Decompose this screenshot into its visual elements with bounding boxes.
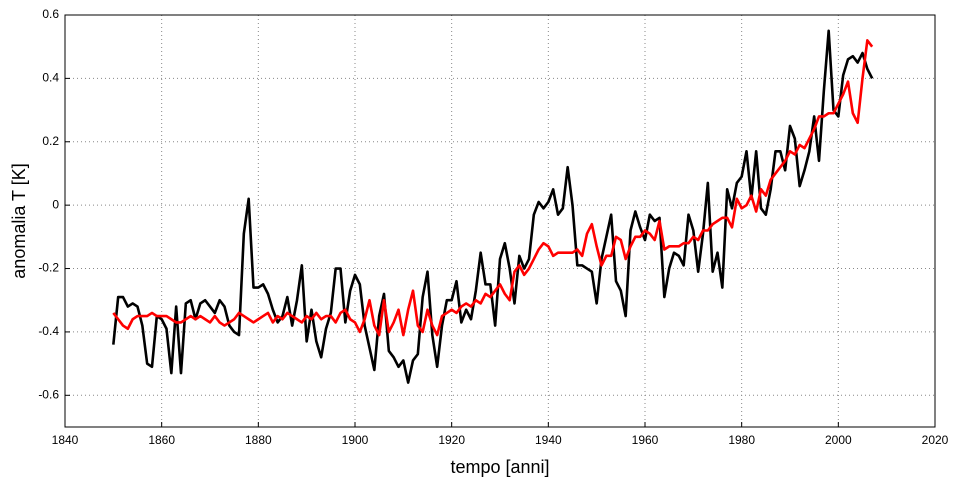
x-axis-label: tempo [anni] (450, 457, 549, 477)
y-tick-label: -0.4 (38, 324, 59, 338)
y-tick-label: -0.2 (38, 261, 59, 275)
x-tick-label: 1920 (438, 433, 465, 447)
x-tick-label: 1940 (535, 433, 562, 447)
x-tick-label: 2000 (825, 433, 852, 447)
y-tick-label: 0.6 (42, 7, 59, 21)
data-line (112, 39, 874, 337)
x-tick-label: 1980 (728, 433, 755, 447)
y-axis-label: anomalia T [K] (9, 163, 29, 278)
x-tick-label: 1840 (52, 433, 79, 447)
data-line (112, 29, 874, 384)
plot-frame (64, 14, 936, 428)
x-tick-label: 1880 (245, 433, 272, 447)
y-tick-label: 0.2 (42, 134, 59, 148)
x-tick-label: 2020 (922, 433, 949, 447)
x-tick-label: 1860 (148, 433, 175, 447)
x-tick-label: 1960 (632, 433, 659, 447)
y-tick-label: 0.4 (42, 71, 59, 85)
x-tick-label: 1900 (342, 433, 369, 447)
y-tick-label: 0 (52, 197, 59, 211)
y-tick-label: -0.6 (38, 387, 59, 401)
